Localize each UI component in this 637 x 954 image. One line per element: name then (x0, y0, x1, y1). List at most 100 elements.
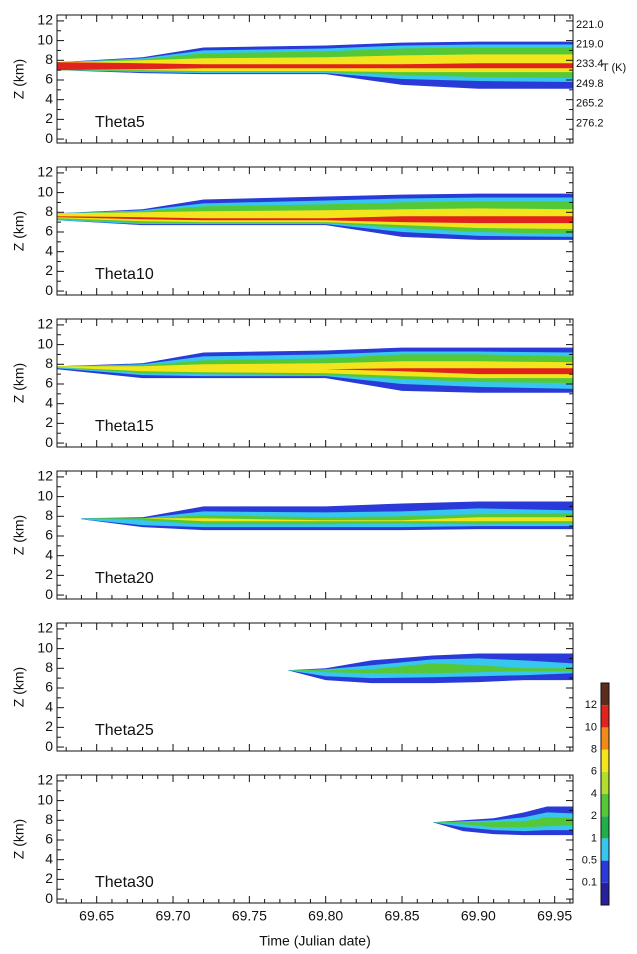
x-tick-label: 69.80 (308, 908, 343, 924)
y-tick-label: 8 (45, 355, 53, 371)
contour-band (57, 62, 573, 71)
colorbar-swatch (601, 749, 609, 772)
y-tick-label: 0 (45, 130, 53, 146)
x-tick-label: 69.75 (232, 908, 267, 924)
y-tick-label: 8 (45, 659, 53, 675)
y-axis-label: Z (km) (11, 363, 27, 403)
panel-frame (56, 14, 574, 144)
colorbar-swatch (601, 727, 609, 750)
y-tick-label: 10 (37, 31, 53, 47)
temperature-tick-label: 233.4 (576, 58, 604, 70)
contour-band (57, 216, 573, 224)
y-tick-label: 0 (45, 890, 53, 906)
y-tick-label: 12 (37, 164, 53, 180)
panel-label: Theta30 (95, 874, 154, 891)
y-tick-label: 0 (45, 738, 53, 754)
y-tick-label: 4 (45, 850, 53, 866)
temperature-axis-label: T (K) (602, 62, 626, 74)
y-tick-label: 4 (45, 698, 53, 714)
x-axis-label: Time (Julian date) (259, 933, 371, 949)
panel-label: Theta15 (95, 418, 154, 435)
y-tick-label: 10 (37, 639, 53, 655)
contour-band (287, 663, 573, 674)
temperature-tick-label: 265.2 (576, 98, 604, 110)
x-tick-label: 69.85 (384, 908, 419, 924)
colorbar-swatch (601, 882, 609, 905)
colorbar-swatch (601, 683, 609, 706)
contour-band (81, 513, 574, 525)
x-tick-label: 69.65 (79, 908, 114, 924)
y-tick-label: 6 (45, 527, 53, 543)
panel-frame (56, 470, 574, 600)
y-tick-label: 0 (45, 586, 53, 602)
colorbar-label: 2 (591, 810, 597, 822)
x-tick-label: 69.95 (537, 908, 572, 924)
y-tick-label: 10 (37, 791, 53, 807)
y-tick-label: 12 (37, 772, 53, 788)
y-tick-label: 4 (45, 546, 53, 562)
y-tick-label: 12 (37, 468, 53, 484)
colorbar-label: 12 (585, 699, 597, 711)
panel-frame (56, 774, 574, 904)
panel-frame (56, 318, 574, 448)
colorbar-label: 0.5 (582, 855, 597, 867)
y-tick-label: 6 (45, 375, 53, 391)
y-tick-label: 6 (45, 223, 53, 239)
y-axis-label: Z (km) (11, 211, 27, 251)
y-tick-label: 10 (37, 487, 53, 503)
panel-label: Theta25 (95, 722, 154, 739)
contour-band (81, 517, 574, 522)
y-tick-label: 10 (37, 183, 53, 199)
temperature-tick-label: 219.0 (576, 39, 604, 51)
y-tick-label: 4 (45, 242, 53, 258)
y-tick-label: 2 (45, 110, 53, 126)
contour-band (432, 817, 573, 828)
y-tick-label: 0 (45, 434, 53, 450)
colorbar-frame (600, 682, 610, 906)
y-tick-label: 6 (45, 831, 53, 847)
colorbar-label: 10 (585, 721, 597, 733)
panel-label: Theta5 (95, 114, 145, 131)
temperature-tick-label: 221.0 (576, 19, 604, 31)
colorbar-swatch (601, 771, 609, 794)
x-tick-label: 69.70 (156, 908, 191, 924)
colorbar-swatch (601, 816, 609, 839)
contour-band (57, 366, 573, 375)
y-tick-label: 6 (45, 71, 53, 87)
y-tick-label: 8 (45, 507, 53, 523)
y-tick-label: 2 (45, 870, 53, 886)
colorbar-label: 0.1 (582, 877, 597, 889)
y-axis-label: Z (km) (11, 667, 27, 707)
y-axis-label: Z (km) (11, 59, 27, 99)
panel-frame (56, 166, 574, 296)
temperature-tick-label: 249.8 (576, 78, 604, 90)
y-tick-label: 2 (45, 718, 53, 734)
y-tick-label: 8 (45, 811, 53, 827)
colorbar-swatch (601, 860, 609, 883)
y-tick-label: 12 (37, 12, 53, 28)
y-tick-label: 8 (45, 203, 53, 219)
y-tick-label: 8 (45, 51, 53, 67)
y-tick-label: 4 (45, 394, 53, 410)
x-tick-label: 69.90 (461, 908, 496, 924)
y-tick-label: 2 (45, 262, 53, 278)
colorbar-label: 8 (591, 744, 597, 756)
y-tick-label: 10 (37, 335, 53, 351)
panel-frame (56, 622, 574, 752)
colorbar-swatch (601, 838, 609, 861)
y-tick-label: 12 (37, 316, 53, 332)
colorbar-label: 1 (591, 832, 597, 844)
colorbar-swatch (601, 794, 609, 817)
y-tick-label: 12 (37, 620, 53, 636)
colorbar-label: 6 (591, 766, 597, 778)
y-axis-label: Z (km) (11, 819, 27, 859)
temperature-tick-label: 276.2 (576, 117, 604, 129)
y-tick-label: 6 (45, 679, 53, 695)
panel-label: Theta10 (95, 266, 154, 283)
colorbar-label: 4 (591, 788, 597, 800)
y-tick-label: 2 (45, 414, 53, 430)
colorbar-swatch (601, 705, 609, 728)
y-tick-label: 0 (45, 282, 53, 298)
y-tick-label: 2 (45, 566, 53, 582)
